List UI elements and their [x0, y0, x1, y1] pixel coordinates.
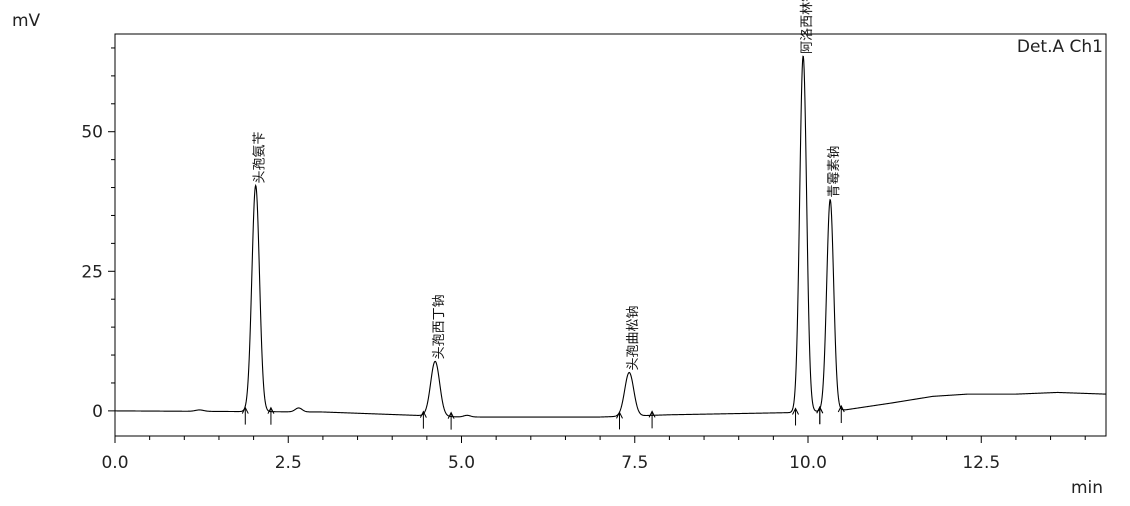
integration-marker-head — [837, 404, 845, 413]
x-tick-label: 7.5 — [621, 453, 648, 473]
peak-label: 阿洛西林钠 — [800, 0, 815, 54]
plot-frame — [114, 33, 1107, 437]
integration-marker-head — [447, 411, 455, 419]
integration-marker-head — [616, 411, 623, 419]
peak-label: 青霉素钠 — [827, 146, 842, 198]
y-tick-label: 0 — [92, 402, 103, 422]
detector-label: Det.A Ch1 — [1017, 37, 1103, 57]
integration-marker-head — [792, 407, 799, 415]
axes-layer: 0.0 2.5 5.0 7.5 10.0 12.5 0 25 50 — [81, 47, 1086, 473]
integration-marker-head — [241, 406, 249, 414]
signal-trace — [115, 55, 1107, 418]
integration-marker-head — [816, 406, 824, 414]
integration-marker-head — [648, 410, 656, 418]
integration-marker-head — [419, 410, 427, 418]
peak-label: 头孢西丁钠 — [432, 294, 447, 359]
peak-label: 头孢曲松钠 — [626, 306, 641, 371]
x-tick-label: 0.0 — [101, 453, 128, 473]
x-tick-label: 12.5 — [962, 453, 1000, 473]
x-tick-label: 5.0 — [448, 453, 475, 473]
x-axis-unit: min — [1071, 478, 1103, 498]
x-tick-label: 10.0 — [789, 453, 827, 473]
x-tick-label: 2.5 — [275, 453, 302, 473]
y-tick-label: 25 — [81, 262, 103, 282]
integration-marker-head — [267, 406, 275, 414]
y-axis-unit: mV — [12, 11, 41, 31]
trace-layer — [115, 55, 1107, 418]
y-tick-label: 50 — [81, 123, 103, 143]
peak-label: 头孢氨苄 — [253, 131, 268, 183]
integration-markers — [241, 404, 845, 430]
